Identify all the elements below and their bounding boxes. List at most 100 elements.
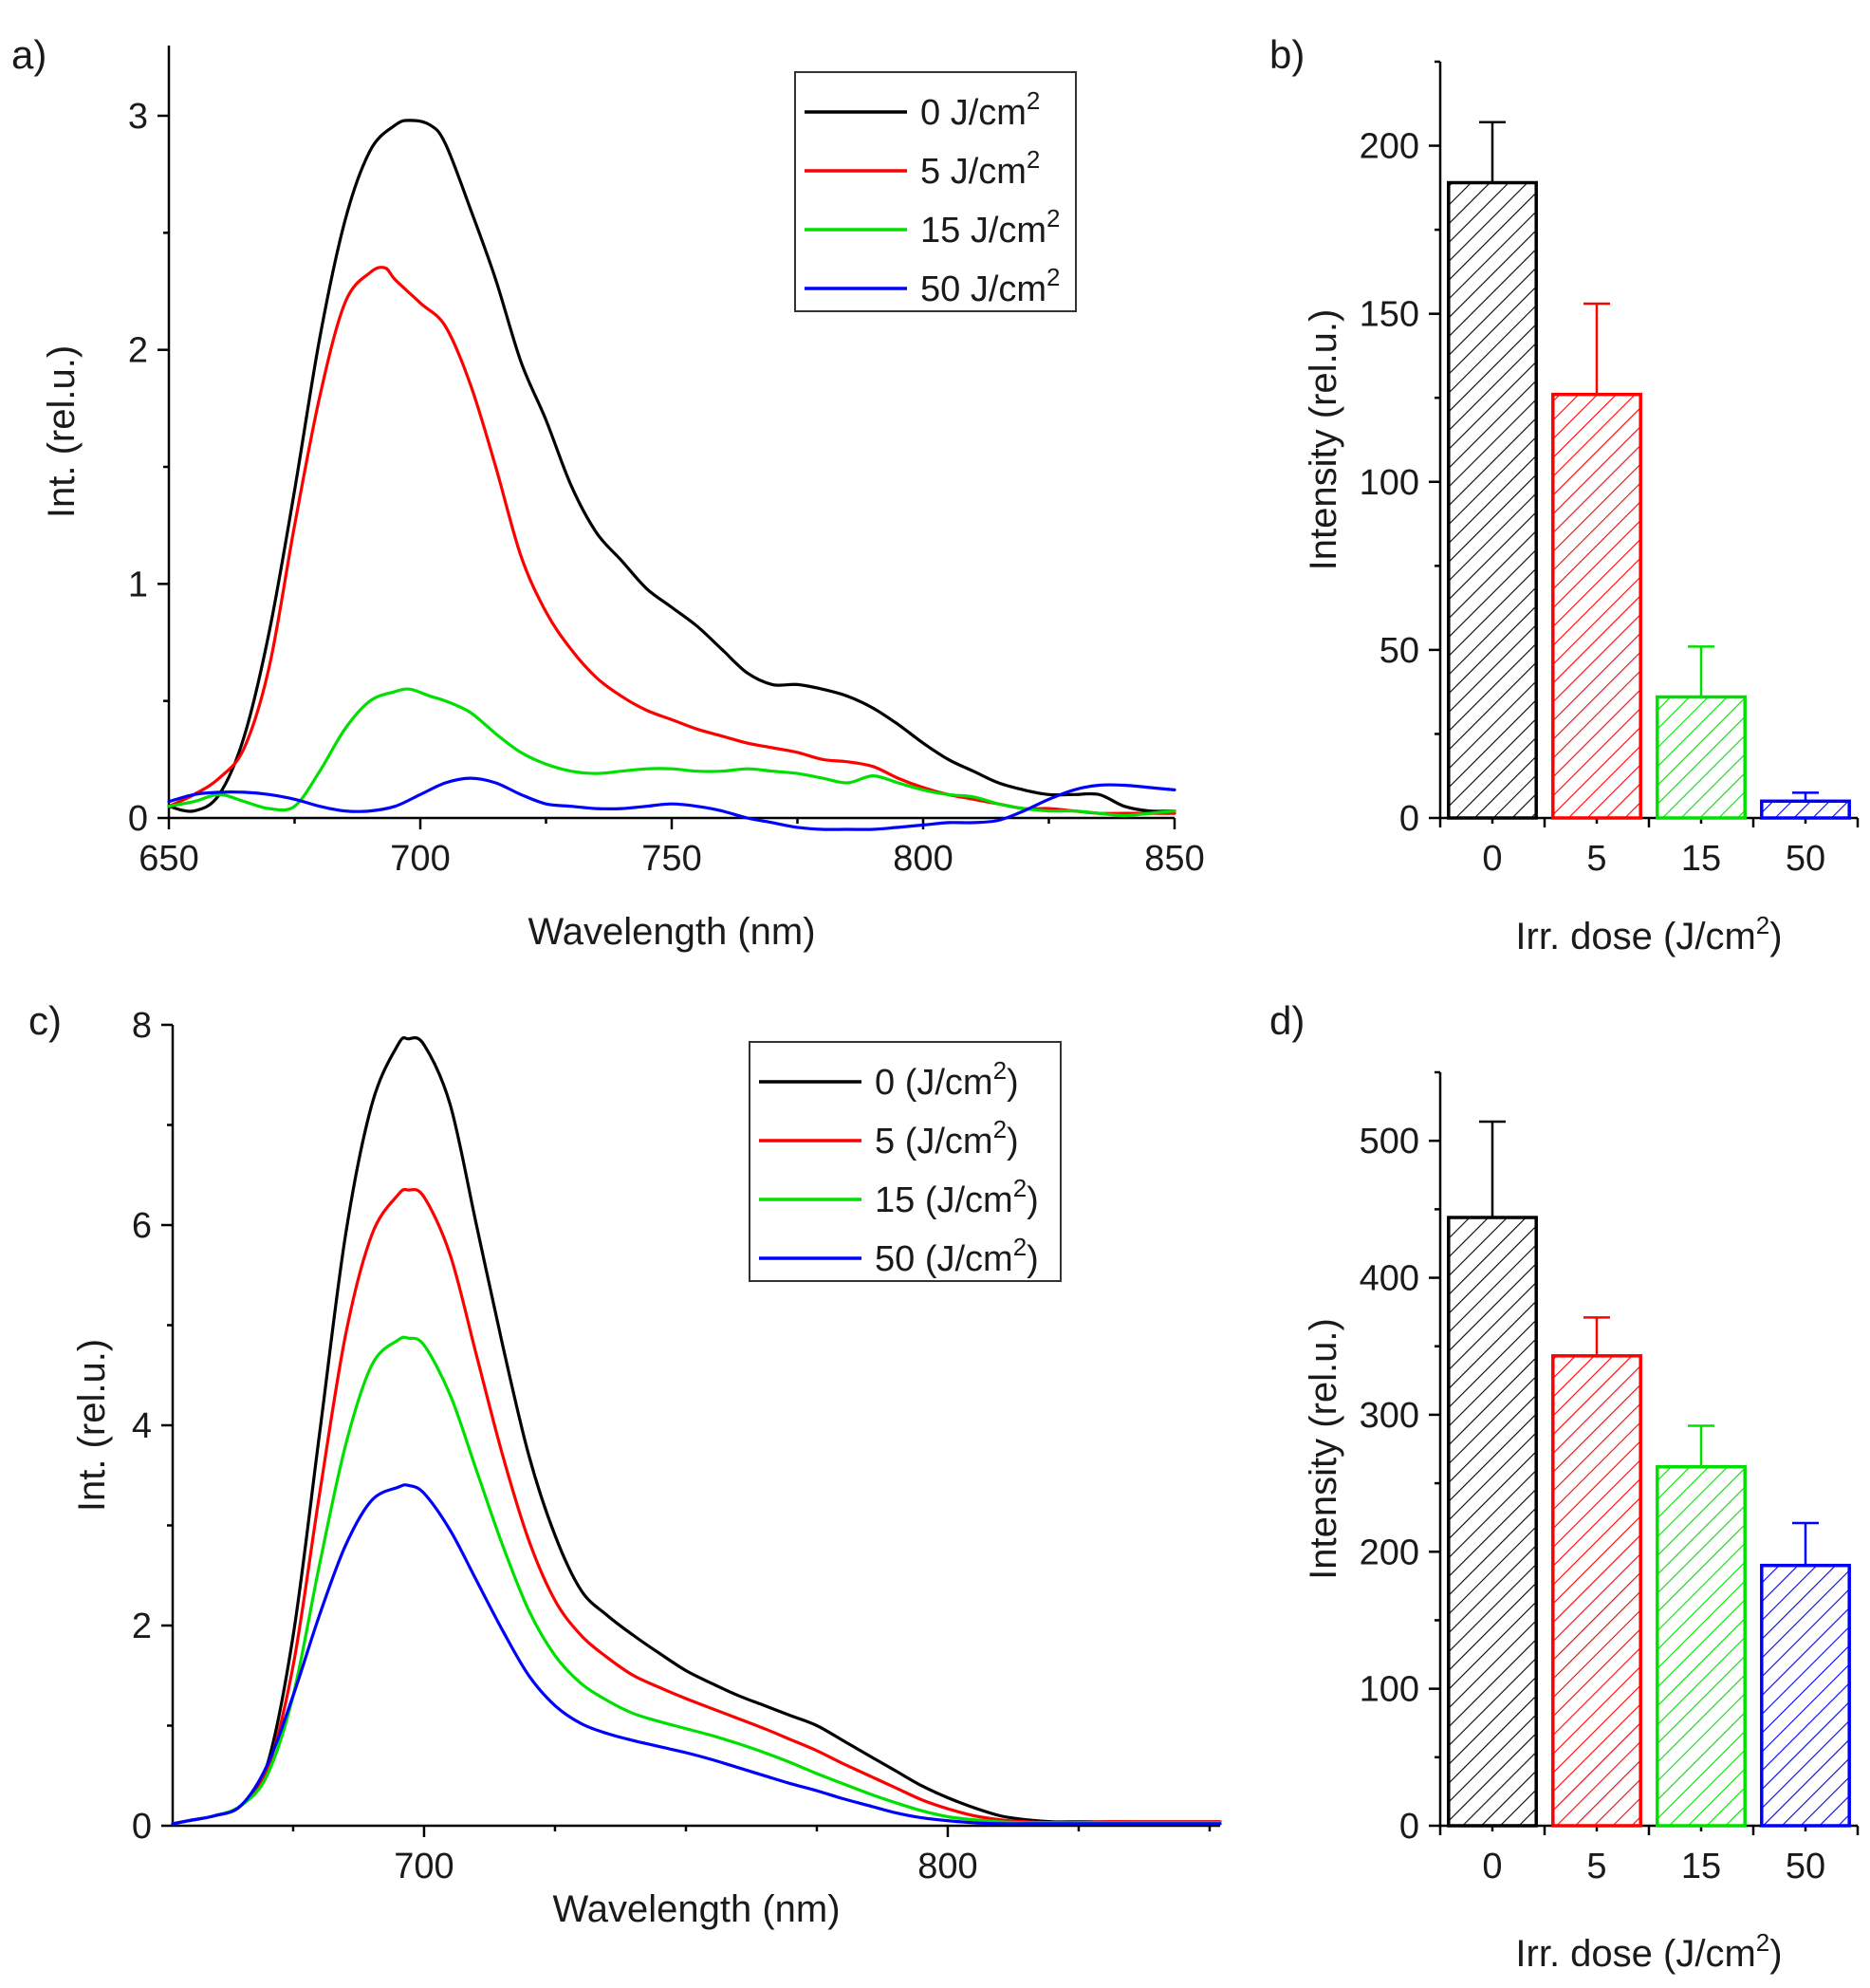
legend: 0 (J/cm2)5 (J/cm2)15 (J/cm2)50 (J/cm2) (749, 1041, 1062, 1282)
y-tick-label: 100 (1360, 463, 1419, 503)
panel-c-line-chart: c) 0 2 4 6 8 Int. (rel.u.) 700 800 Wavelength (nm… (28, 998, 1222, 1930)
y-tick-label: 4 (132, 1406, 152, 1446)
bar-5 (1551, 392, 1642, 820)
x-axis-title-sup: 2 (1756, 1928, 1769, 1957)
legend-label-3-main: 50 J/cm (920, 269, 1046, 309)
legend-label-1-suffix: ) (1007, 1122, 1019, 1161)
y-tick-label: 500 (1360, 1122, 1419, 1161)
x-axis-title: Irr. dose (J/cm2) (1515, 1928, 1782, 1975)
bar-15 (1656, 695, 1747, 820)
y-axis-title: Int. (rel.u.) (71, 1339, 113, 1512)
legend-label-2-main: 15 J/cm (920, 211, 1046, 251)
legend-label-0-sup: 2 (1027, 86, 1040, 115)
x-tick-label: 0 (1482, 839, 1502, 879)
x-axis-title: Wavelength (nm) (528, 911, 815, 953)
y-tick-label: 2 (132, 1607, 152, 1646)
x-tick-label: 5 (1586, 1847, 1606, 1886)
y-tick-label: 150 (1360, 295, 1419, 335)
legend-label-3-sup: 2 (1013, 1233, 1027, 1261)
x-tick-label: 750 (641, 839, 701, 879)
x-axis-title: Irr. dose (J/cm2) (1515, 911, 1782, 957)
legend-label-2-suffix: ) (1027, 1180, 1039, 1220)
y-tick-label: 6 (132, 1206, 152, 1246)
x-axis-title-suffix: ) (1769, 916, 1782, 957)
legend-label-0-suffix: ) (1007, 1063, 1019, 1103)
x-axis-title-sup: 2 (1756, 911, 1769, 939)
y-axis-title: Int. (rel.u.) (41, 345, 83, 518)
panel-label: c) (28, 998, 62, 1043)
legend-label-1-main: 5 J/cm (920, 152, 1027, 192)
y-tick-label: 0 (1399, 1807, 1419, 1847)
legend-label-3-main: 50 (J/cm (875, 1239, 1013, 1279)
legend-label-2-main: 15 (J/cm (875, 1180, 1013, 1220)
y-tick-label: 300 (1360, 1396, 1419, 1436)
series-line-0 (171, 1036, 1222, 1826)
series-line-2 (171, 1335, 1222, 1826)
y-tick-label: 2 (128, 331, 148, 371)
legend-label-0-main: 0 J/cm (920, 93, 1027, 133)
legend-label-3: 50 (J/cm2) (875, 1233, 1039, 1279)
series-line-2 (167, 687, 1176, 818)
series-line-1 (171, 1187, 1222, 1826)
bar-0 (1447, 180, 1538, 820)
x-tick-label: 800 (893, 839, 953, 879)
x-axis-title-main: Irr. dose (J/cm (1515, 1933, 1755, 1975)
legend-label-0: 0 J/cm2 (920, 86, 1040, 133)
bar-0 (1447, 1216, 1538, 1828)
y-tick-label: 400 (1360, 1259, 1419, 1299)
x-tick-label: 15 (1681, 1847, 1721, 1886)
bar-5 (1551, 1354, 1642, 1828)
y-tick-label: 1 (128, 565, 148, 604)
x-tick-label: 700 (394, 1847, 454, 1886)
legend-label-2-sup: 2 (1046, 204, 1060, 232)
legend-label-0-main: 0 (J/cm (875, 1063, 993, 1103)
legend-label-3-sup: 2 (1046, 263, 1060, 291)
y-tick-label: 100 (1360, 1670, 1419, 1710)
x-axis-title: Wavelength (nm) (552, 1888, 840, 1930)
bar-50 (1760, 799, 1851, 820)
legend-label-2: 15 J/cm2 (920, 204, 1061, 251)
x-axis-title-suffix: ) (1769, 1933, 1782, 1975)
x-tick-label: 5 (1586, 839, 1606, 879)
bar-15 (1656, 1465, 1747, 1828)
y-tick-label: 200 (1360, 1533, 1419, 1572)
legend-label-2: 15 (J/cm2) (875, 1174, 1039, 1220)
y-tick-label: 50 (1379, 631, 1419, 671)
x-tick-label: 50 (1786, 1847, 1825, 1886)
series-line-3 (171, 1483, 1222, 1826)
legend-label-0-sup: 2 (993, 1056, 1007, 1085)
y-tick-label: 0 (1399, 799, 1419, 839)
legend-label-0: 0 (J/cm2) (875, 1056, 1019, 1103)
x-tick-label: 650 (139, 839, 198, 879)
y-tick-label: 0 (128, 799, 148, 839)
panel-d-bar-chart: d) 0 100 200 300 400 500 Intensity (rel.u.) 0 5 15… (1269, 998, 1860, 1975)
legend-label-1-sup: 2 (1027, 145, 1040, 174)
legend-label-2-sup: 2 (1013, 1174, 1027, 1202)
legend-label-1: 5 J/cm2 (920, 145, 1040, 192)
legend-label-3: 50 J/cm2 (920, 263, 1061, 309)
panel-label: b) (1269, 32, 1305, 77)
panel-label: d) (1269, 998, 1305, 1043)
bar-50 (1760, 1563, 1851, 1828)
legend-label-3-suffix: ) (1027, 1239, 1039, 1279)
y-axis-title: Intensity (rel.u.) (1303, 309, 1344, 571)
x-tick-label: 50 (1786, 839, 1825, 879)
y-axis-title: Intensity (rel.u.) (1303, 1318, 1344, 1580)
y-tick-label: 0 (132, 1807, 152, 1847)
panel-a-line-chart: a) 0 1 2 3 Int. (rel.u.) 650 700 750 800 850 Wavele… (11, 32, 1205, 953)
x-tick-label: 700 (390, 839, 450, 879)
x-tick-label: 0 (1482, 1847, 1502, 1886)
legend-label-1: 5 (J/cm2) (875, 1115, 1019, 1161)
y-tick-label: 3 (128, 97, 148, 137)
x-tick-label: 850 (1144, 839, 1204, 879)
y-tick-label: 8 (132, 1006, 152, 1046)
x-tick-label: 15 (1681, 839, 1721, 879)
x-axis-title-main: Irr. dose (J/cm (1515, 916, 1755, 957)
x-tick-label: 800 (917, 1847, 977, 1886)
panel-label: a) (11, 32, 46, 77)
legend-label-1-sup: 2 (993, 1115, 1007, 1143)
series-line-3 (167, 776, 1176, 831)
